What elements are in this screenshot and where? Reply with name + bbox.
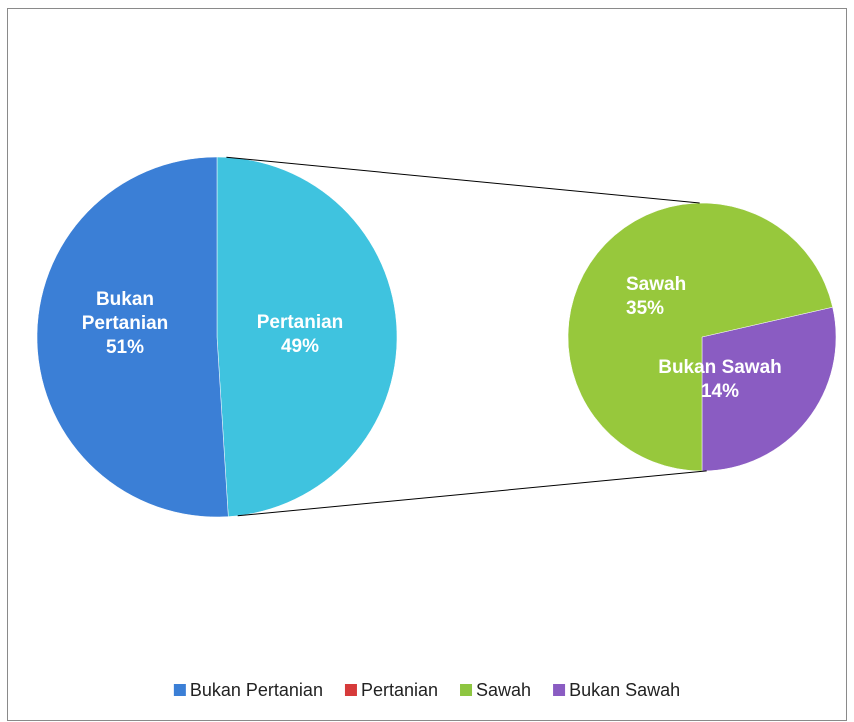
legend-swatch (553, 684, 566, 696)
data-label-value: 51% (105, 337, 145, 358)
data-label: Bukan Pertanian 51% (65, 288, 185, 360)
connector-line (237, 470, 707, 517)
connector-line (226, 156, 700, 204)
legend-label: Sawah (476, 680, 531, 700)
pie-slice (216, 156, 398, 517)
data-label-value: 49% (280, 336, 320, 357)
data-label-name: Sawah (626, 274, 687, 295)
legend-label: Bukan Sawah (569, 680, 680, 700)
legend-swatch (344, 684, 357, 696)
data-label-value: 35% (626, 298, 665, 319)
legend-label: Pertanian (361, 680, 438, 700)
data-label-value: 14% (700, 381, 740, 402)
data-label: Pertanian 49% (240, 311, 360, 359)
data-label: Bukan Sawah 14% (640, 356, 800, 404)
data-label-name: Bukan Pertanian (81, 289, 169, 334)
data-label-name: Bukan Sawah (658, 357, 782, 378)
data-label-name: Pertanian (256, 312, 344, 333)
data-label: Sawah 35% (626, 273, 726, 321)
legend-swatch (460, 684, 473, 696)
pie-slice (36, 156, 229, 518)
legend-swatch (173, 684, 186, 696)
pie-slice (701, 306, 837, 472)
legend-label: Bukan Pertanian (190, 680, 323, 700)
pie-slice (567, 202, 833, 472)
